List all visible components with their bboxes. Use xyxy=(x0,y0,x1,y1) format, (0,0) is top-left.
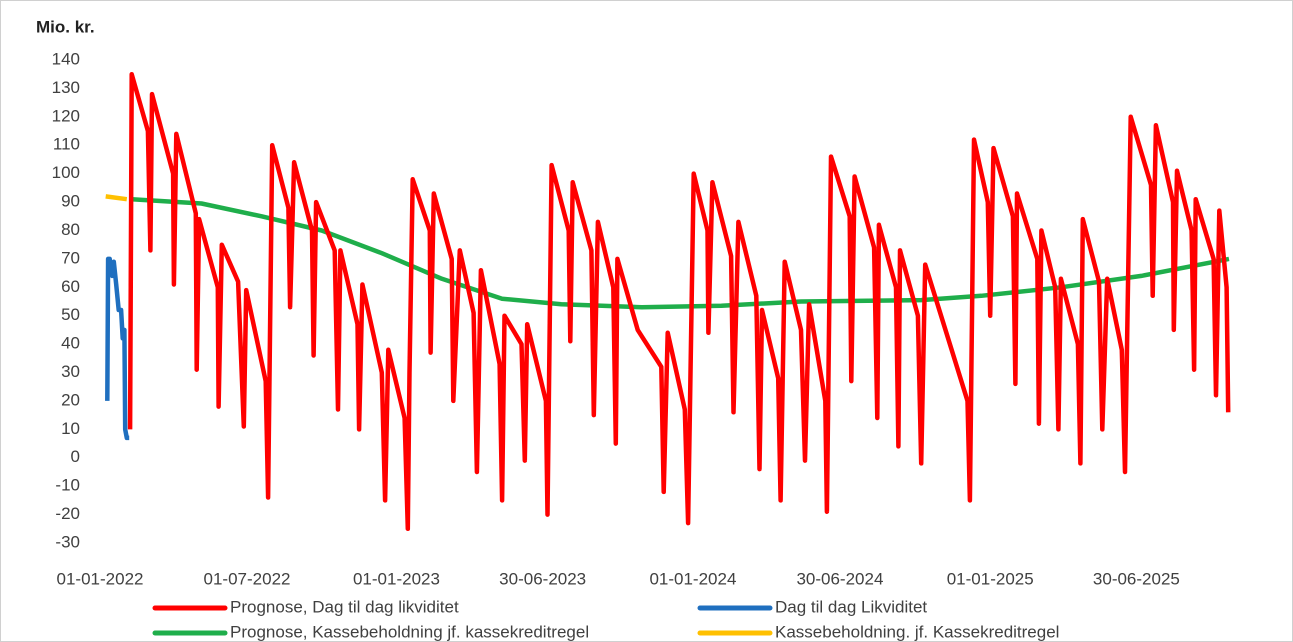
y-tick-label: 140 xyxy=(52,49,80,68)
series-line xyxy=(127,71,1231,532)
y-tick-label: 20 xyxy=(61,390,80,409)
y-tick-label: 90 xyxy=(61,192,80,211)
x-tick-label: 01-01-2022 xyxy=(57,569,144,588)
legend-label: Dag til dag Likviditet xyxy=(775,597,927,616)
y-tick-label: 110 xyxy=(53,135,80,154)
y-axis-title: Mio. kr. xyxy=(36,17,95,36)
y-tick-label: 40 xyxy=(61,334,80,353)
x-tick-label: 01-01-2025 xyxy=(947,569,1034,588)
series-line xyxy=(105,194,128,202)
y-tick-label: 130 xyxy=(52,78,80,97)
y-tick-label: 50 xyxy=(61,305,80,324)
y-tick-label: 100 xyxy=(52,163,80,182)
x-tick-label: 01-07-2022 xyxy=(204,569,291,588)
x-tick-label: 30-06-2025 xyxy=(1093,569,1180,588)
y-tick-label: -10 xyxy=(55,476,80,495)
x-tick-label: 30-06-2024 xyxy=(796,569,883,588)
y-tick-label: 80 xyxy=(61,220,80,239)
series-line xyxy=(105,256,130,441)
legend-label: Prognose, Kassebeholdning jf. kassekredi… xyxy=(230,622,589,641)
y-tick-label: 120 xyxy=(52,106,80,125)
x-tick-label: 01-01-2024 xyxy=(649,569,736,588)
x-tick-label: 01-01-2023 xyxy=(353,569,440,588)
legend-label: Kassebeholdning. jf. Kassekreditregel xyxy=(775,622,1059,641)
y-tick-label: 70 xyxy=(61,248,80,267)
y-tick-label: 60 xyxy=(61,277,80,296)
legend-label: Prognose, Dag til dag likviditet xyxy=(230,597,459,616)
y-tick-label: -30 xyxy=(55,532,80,551)
y-tick-label: -20 xyxy=(55,504,80,523)
y-tick-label: 0 xyxy=(71,447,80,466)
x-tick-label: 30-06-2023 xyxy=(499,569,586,588)
y-tick-label: 10 xyxy=(61,419,80,438)
y-tick-label: 30 xyxy=(61,362,80,381)
